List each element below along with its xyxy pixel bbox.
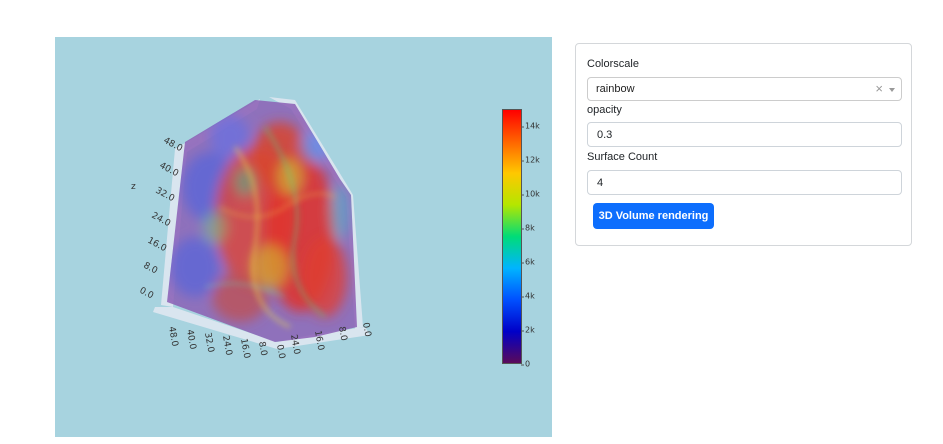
volume-render[interactable]: z 48.0 40.0 32.0 24.0 16.0 8.0 0.0 48.0 40.0 32.… — [55, 37, 552, 437]
x-axis-tick-label: 40.0 — [184, 329, 197, 351]
x-axis-tick-label: 48.0 — [166, 326, 179, 348]
colorbar-tick-label: 2k — [521, 325, 535, 335]
y-axis-ticks: 24.0 16.0 8.0 0.0 — [288, 322, 372, 356]
clear-icon[interactable]: × — [875, 81, 883, 96]
z-axis-tick-label: 16.0 — [146, 236, 169, 254]
colorscale-dropdown[interactable]: rainbow × — [587, 77, 902, 101]
x-axis-ticks: 48.0 40.0 32.0 24.0 16.0 8.0 0.0 — [166, 326, 286, 360]
volume-rendering-button[interactable]: 3D Volume rendering — [593, 203, 714, 229]
colorscale-label: Colorscale — [587, 58, 639, 70]
colorbar — [502, 109, 522, 364]
x-axis-tick-label: 0.0 — [274, 344, 286, 360]
opacity-label: opacity — [587, 104, 622, 116]
colorbar-tick-label: 8k — [521, 223, 535, 233]
control-panel: Colorscale rainbow × opacity Surface Cou… — [575, 43, 912, 246]
volume-blobs — [170, 115, 350, 322]
y-axis-tick-label: 0.0 — [360, 322, 372, 338]
colorbar-tick-label: 10k — [521, 189, 540, 199]
x-axis-tick-label: 32.0 — [202, 332, 215, 354]
colorbar-tick-label: 4k — [521, 291, 535, 301]
floor-wall — [153, 307, 370, 349]
volume-plot[interactable]: z 48.0 40.0 32.0 24.0 16.0 8.0 0.0 48.0 40.0 32.… — [55, 37, 552, 437]
volume-streaks — [204, 126, 336, 329]
z-axis-name: z — [131, 182, 136, 192]
colorbar-gradient — [503, 110, 521, 363]
surface-count-input[interactable] — [587, 170, 902, 195]
z-axis-tick-label: 8.0 — [142, 261, 160, 277]
colorbar-tick-label: 14k — [521, 121, 540, 131]
x-axis-tick-label: 24.0 — [220, 335, 233, 357]
colorbar-tick-label: 12k — [521, 155, 540, 165]
z-axis-tick-label: 0.0 — [138, 286, 156, 302]
colorbar-tick-label: 0 — [520, 359, 531, 369]
y-axis-tick-label: 8.0 — [336, 326, 348, 342]
opacity-input[interactable] — [587, 122, 902, 147]
x-axis-tick-label: 8.0 — [256, 341, 268, 357]
colorbar-tick-label: 6k — [521, 257, 535, 267]
y-axis-tick-label: 24.0 — [288, 334, 301, 356]
colorscale-value: rainbow — [596, 83, 635, 95]
surface-count-label: Surface Count — [587, 151, 658, 163]
chevron-down-icon[interactable] — [889, 88, 895, 92]
y-axis-tick-label: 16.0 — [312, 330, 325, 352]
x-axis-tick-label: 16.0 — [238, 338, 251, 360]
